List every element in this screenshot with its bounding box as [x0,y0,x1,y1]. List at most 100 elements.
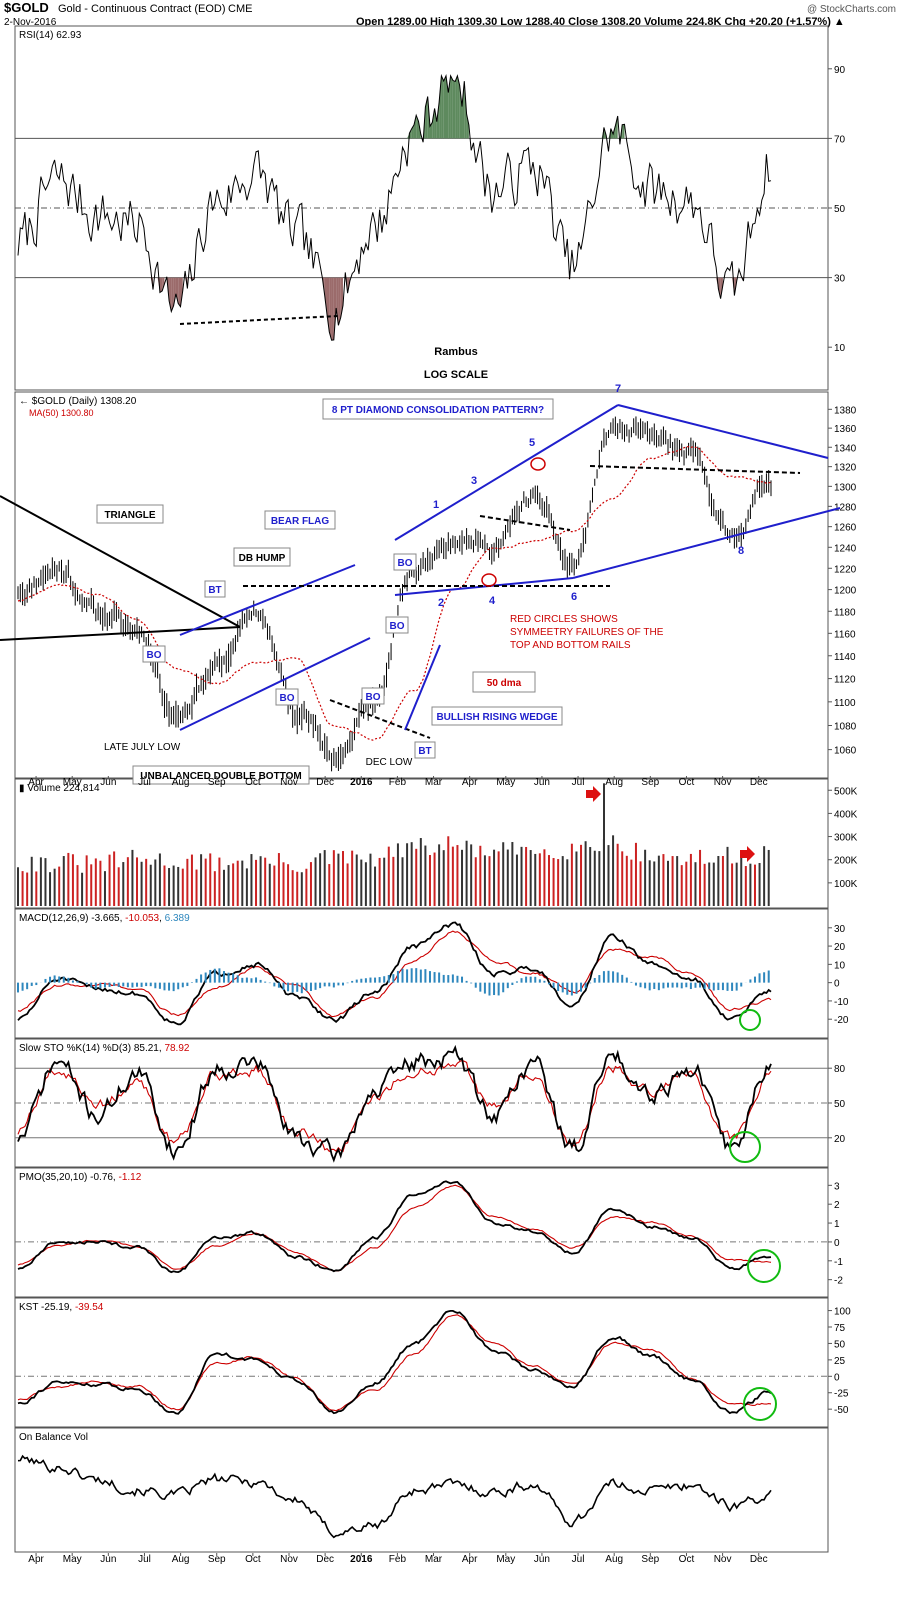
volume-bar [17,867,19,906]
volume-bar [634,842,637,906]
y-tick-label: 100 [834,1307,851,1318]
fifty-dma-label: 50 dma [487,678,522,689]
x-tick-label: May [496,1554,515,1565]
volume-bar [557,859,560,906]
macd-histogram-bar [140,982,143,987]
macd-histogram-bar [328,982,331,987]
pattern-point-label: 3 [471,475,477,487]
y-tick-label: -20 [834,1015,849,1026]
rsi-oversold-fill [159,277,163,293]
diamond-upper-left-line [394,404,619,541]
macd-histogram-bar [35,982,38,986]
rambus-label: Rambus [434,346,477,358]
double-bottom-label: UNBALANCED DOUBLE BOTTOM [140,771,301,782]
volume-bar [355,854,358,906]
volume-bar [419,838,422,906]
macd-histogram-bar [543,980,546,983]
macd-histogram-bar [721,982,724,991]
macd-histogram-bar [264,981,267,983]
volume-bar [497,851,500,906]
volume-bar [744,866,747,906]
volume-bar [511,842,514,906]
bear-flag-label-box [264,510,336,530]
volume-bar [685,861,688,906]
macd-histogram-bar [209,969,212,983]
volume-bar [149,864,152,906]
x-tick-label: Nov [714,777,732,788]
macd-histogram-bar [529,976,532,983]
volume-bar [209,853,212,906]
volume-bar [21,871,24,906]
rsi-support-line [179,315,339,325]
macd-histogram-bar [158,982,161,989]
volume-bar [154,859,157,906]
volume-bar [287,864,290,906]
rsi-oversold-fill [718,277,721,299]
macd-histogram-bar [547,982,550,985]
pattern-point-label: 6 [571,591,577,603]
macd-histogram-bar [479,982,482,992]
pmo-title: PMO(35,20,10) -0.76, -1.12 [19,1172,142,1183]
volume-bar [277,853,280,906]
macd-histogram-bar [612,971,615,983]
volume-bar [451,846,454,906]
x-tick-label: Jun [100,1554,116,1565]
macd-histogram-bar [273,982,276,987]
volume-panel: 500K 400K 300K 200K 100K ▮ Volume 224,814 [14,778,858,909]
triangle-upper-line [0,495,241,628]
rsi-overbought-fill [622,124,625,139]
x-tick-label: Nov [714,1554,732,1565]
y-tick-label: 1200 [834,586,857,597]
exchange: CME [228,3,252,15]
macd-histogram-bar [287,982,290,992]
rsi-overbought-fill [462,81,465,139]
y-tick-label: 30 [834,924,846,935]
x-tick-label: Dec [750,777,768,788]
macd-histogram-bar [126,982,129,988]
volume-bar [360,859,363,906]
volume-bar [291,870,294,906]
volume-bar [506,849,509,906]
pattern-point-label: 5 [529,437,535,449]
macd-histogram-bar [644,982,647,989]
volume-bar [126,857,129,906]
y-tick-label: 1100 [834,698,856,709]
volume-bar [314,857,317,906]
triangle-label-box [96,504,164,524]
macd-histogram-bar [419,969,422,983]
volume-bar [671,856,674,906]
volume-bar [85,855,88,906]
rsi-overbought-fill [441,75,444,139]
volume-bar [639,861,642,906]
volume-bar [456,845,459,906]
rsi-oversold-fill [338,277,341,326]
volume-bar [708,862,711,906]
volume-bar [186,858,189,906]
bt-label-box [414,741,436,759]
y-tick-label: 30 [834,274,846,285]
macd-histogram-bar [703,982,706,989]
y-tick-label: 50 [834,1339,846,1350]
macd-histogram-bar [387,975,390,983]
db-hump-label-box [233,547,291,567]
macd-histogram-bar [181,982,184,988]
rsi-overbought-fill [409,128,412,139]
obv-title: On Balance Vol [19,1432,88,1443]
macd-histogram-bar [694,982,697,988]
volume-bar [584,841,587,906]
x-tick-label: Nov [280,777,298,788]
x-tick-label: 2016 [350,1554,373,1565]
macd-histogram-bar [712,982,715,991]
macd-histogram-bar [58,976,61,983]
rsi-overbought-fill [443,75,446,139]
y-tick-label: 20 [834,1134,846,1145]
x-tick-label: Feb [389,1554,407,1565]
macd-histogram-bar [145,982,148,987]
volume-bar [410,842,413,906]
late-july-low-label: LATE JULY LOW [104,742,181,753]
y-tick-label: 200K [834,856,858,867]
volume-bar [378,857,381,906]
macd-histogram-bar [85,982,88,985]
rsi-overbought-fill [432,108,435,139]
y-tick-label: 1380 [834,405,857,416]
